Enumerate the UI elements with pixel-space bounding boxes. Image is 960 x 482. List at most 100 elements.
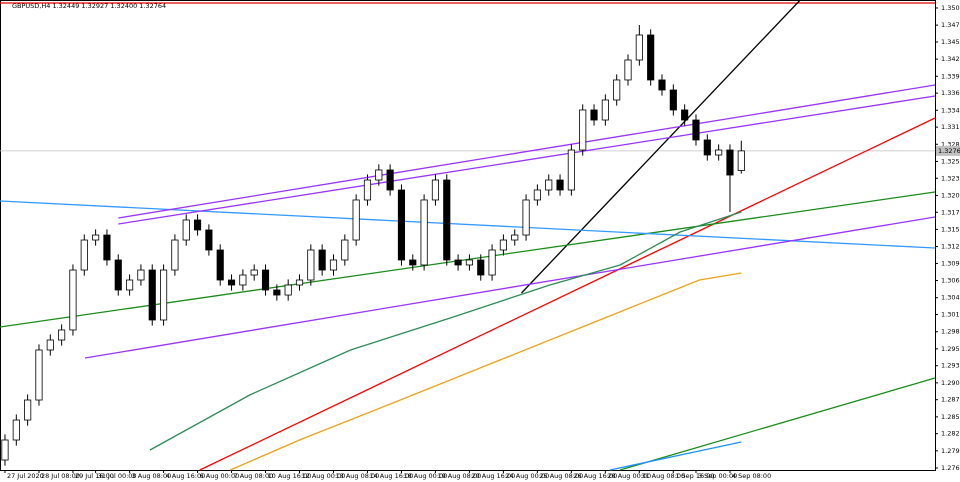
x-tick-label: 3 Aug 08:00 <box>132 472 172 480</box>
y-tick-label: 1.33415 <box>941 106 960 114</box>
candle-body <box>307 249 315 281</box>
candle-body <box>715 149 723 156</box>
x-tick-label: 3 Sep 00:00 <box>698 472 737 480</box>
x-tick-label: 7 Aug 08:00 <box>234 472 274 480</box>
candle-body <box>250 269 258 276</box>
candle-body <box>363 179 372 201</box>
last-price-tag <box>936 145 960 156</box>
candle-body <box>80 239 88 271</box>
candle-body <box>443 179 451 261</box>
y-tick-label: 1.27680 <box>941 464 960 472</box>
candle-body <box>273 289 281 296</box>
candle-body <box>12 419 20 441</box>
y-tick-label: 1.32595 <box>941 157 960 165</box>
x-tick-label: 10 Aug 16:00 <box>268 472 312 480</box>
y-tick-label: 1.34510 <box>941 38 960 46</box>
candle-body <box>182 219 190 241</box>
candle-body <box>24 399 32 421</box>
x-tick-label: 24 Aug 00:00 <box>505 472 549 480</box>
candle-body <box>431 179 440 201</box>
trend-line <box>521 0 801 294</box>
candle-body <box>69 269 77 331</box>
y-tick-label: 1.29320 <box>941 362 960 370</box>
candle-body <box>46 339 54 351</box>
y-tick-label: 1.28775 <box>941 396 960 404</box>
y-tick-label: 1.30685 <box>941 277 960 285</box>
candle-body <box>261 269 270 291</box>
candle-body <box>635 34 643 61</box>
trend-line <box>619 377 936 471</box>
candle-body <box>669 89 677 111</box>
x-tick-label: 19 Aug 08:00 <box>437 472 481 480</box>
candle-body <box>522 199 530 236</box>
candle-body <box>511 234 519 241</box>
candle-body <box>216 249 224 281</box>
y-tick-label: 1.32050 <box>941 191 960 199</box>
y-tick-label: 1.34235 <box>941 55 960 63</box>
trend-line <box>609 441 742 471</box>
y-tick-label: 1.28230 <box>941 430 960 438</box>
x-tick-label: 20 Aug 16:00 <box>471 472 515 480</box>
x-tick-label: 26 Aug 16:00 <box>573 472 617 480</box>
trend-line <box>0 191 936 328</box>
candle-body <box>488 249 496 276</box>
trend-line <box>149 211 742 451</box>
candle-body <box>103 234 111 261</box>
y-tick-label: 1.30960 <box>941 259 960 267</box>
candle-body <box>624 59 632 81</box>
candle-body <box>193 219 202 231</box>
chart-header: GBPUSD,H4 1.32449 1.32927 1.32400 1.3276… <box>12 2 166 10</box>
y-tick-label: 1.32325 <box>941 174 960 182</box>
candle-body <box>329 259 338 271</box>
candle-body <box>737 150 745 171</box>
last-price-label: 1.32764 <box>938 147 960 155</box>
candle-body <box>126 279 134 291</box>
y-tick-label: 1.35055 <box>941 4 960 12</box>
candle-body <box>386 169 394 191</box>
candle-body <box>533 189 541 201</box>
y-tick-label: 1.33690 <box>941 89 960 97</box>
x-tick-label: 4 Sep 08:00 <box>732 472 771 480</box>
y-tick-label: 1.29865 <box>941 328 960 336</box>
trend-line <box>0 200 936 249</box>
candle-body <box>613 79 621 101</box>
x-tick-label: 27 Jul 2020 <box>7 472 44 480</box>
candle-body <box>284 284 292 296</box>
candle-body <box>341 239 349 261</box>
x-tick-label: 4 Aug 16:00 <box>166 472 206 480</box>
trend-line <box>118 84 936 219</box>
candle-body <box>160 269 168 321</box>
candle-body <box>114 259 122 291</box>
x-tick-label: 12 Aug 00:00 <box>302 472 346 480</box>
y-tick-label: 1.29590 <box>941 345 960 353</box>
candle-body <box>35 349 43 401</box>
trend-line <box>230 272 742 471</box>
x-tick-label: 31 Jul 00:00 <box>98 472 137 480</box>
candle-body <box>556 179 564 191</box>
candle-body <box>58 329 66 341</box>
y-tick-label: 1.29045 <box>941 379 960 387</box>
x-tick-label: 29 Jul 16:00 <box>75 472 114 480</box>
y-tick-label: 1.27955 <box>941 447 960 455</box>
y-tick-label: 1.32870 <box>941 140 960 148</box>
y-tick-label: 1.31505 <box>941 225 960 233</box>
trend-line <box>118 95 936 225</box>
candle-body <box>318 249 326 271</box>
y-tick-label: 1.31780 <box>941 208 960 216</box>
x-tick-label: 18 Aug 00:00 <box>403 472 447 480</box>
candle-body <box>658 79 666 91</box>
y-tick-label: 1.33145 <box>941 123 960 131</box>
candle-body <box>171 239 179 271</box>
candle-body <box>692 119 700 141</box>
candle-body <box>590 109 598 121</box>
candle-body <box>726 149 734 176</box>
x-tick-label: 6 Aug 00:00 <box>200 472 240 480</box>
candle-body <box>567 149 575 191</box>
candle-body <box>681 109 689 121</box>
trend-line <box>84 216 936 359</box>
candle-body <box>239 274 247 286</box>
candle-body <box>420 199 428 266</box>
candle-body <box>227 279 236 286</box>
